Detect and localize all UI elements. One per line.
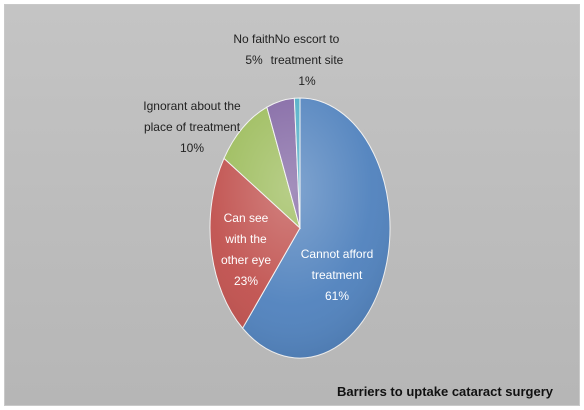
slice-label-line: place of treatment	[144, 120, 241, 134]
slice-label-line: treatment site	[271, 53, 344, 67]
slice-value-1: 61%	[325, 289, 349, 303]
slice-value-4: 5%	[245, 53, 263, 67]
pie-chart: Cannot afford treatment 61% Can see with the…	[143, 32, 554, 399]
slice-value-2: 23%	[234, 274, 258, 288]
slice-value-3: 10%	[180, 141, 204, 155]
chart-area: Cannot afford treatment 61% Can see with the…	[4, 4, 580, 406]
slice-label-line: treatment	[312, 268, 363, 282]
chart-title: Barriers to uptake cataract surgery	[337, 384, 554, 399]
slice-label-line: Can see	[224, 211, 269, 225]
slice-label-line: other eye	[221, 253, 271, 267]
slice-label-5: No escort to treatment site 1%	[271, 32, 344, 88]
slice-label-line: with the	[224, 232, 267, 246]
slice-label-line: Cannot afford	[301, 247, 374, 261]
slice-label-line: Ignorant about the	[143, 99, 241, 113]
slice-label-3: Ignorant about the place of treatment 10%	[143, 99, 241, 155]
slice-label-line: No faith	[233, 32, 274, 46]
slice-label-line: No escort to	[275, 32, 340, 46]
slice-value-5: 1%	[298, 74, 316, 88]
slice-label-1: Cannot afford treatment 61%	[301, 247, 374, 303]
slice-label-2: Can see with the other eye 23%	[221, 211, 271, 288]
slice-label-4: No faith 5%	[233, 32, 274, 67]
